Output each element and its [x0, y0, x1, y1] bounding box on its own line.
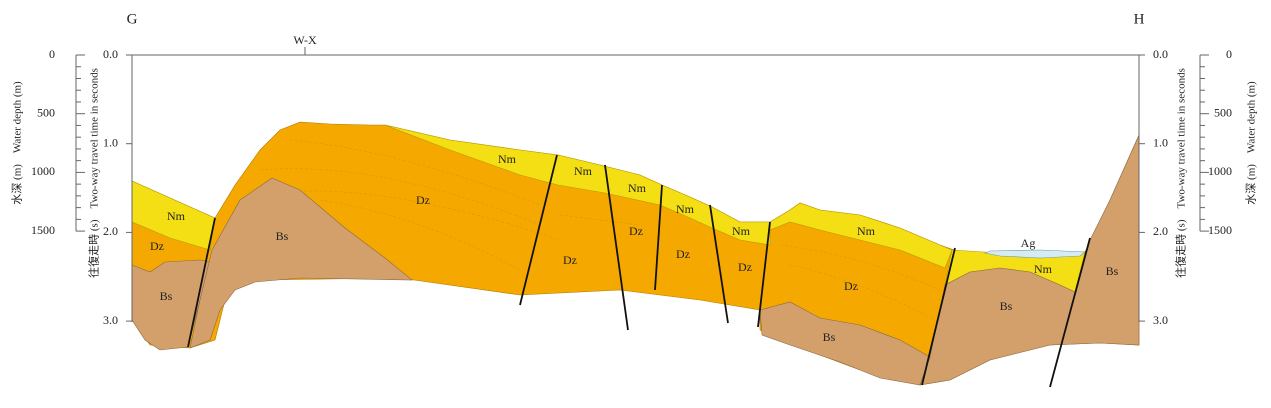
- frame: [131, 47, 1140, 322]
- tick-label: 3.0: [103, 313, 118, 327]
- unit-label: Ag: [1021, 236, 1036, 250]
- bs-unit: [131, 134, 1140, 386]
- unit-label: Bs: [160, 289, 173, 303]
- axis-title: 水深 (m) Water depth (m): [11, 81, 24, 205]
- axis-title: 水深 (m) Water depth (m): [1245, 81, 1258, 205]
- unit-label: Nm: [574, 164, 593, 178]
- unit-label: Dz: [844, 279, 858, 293]
- unit-labels: Nm Dz Bs Bs Dz Nm Nm Dz Nm Dz Nm Dz Nm D…: [150, 152, 1119, 344]
- nm-unit: [131, 124, 1086, 293]
- unit-label: Dz: [563, 253, 577, 267]
- unit-label: Bs: [823, 330, 836, 344]
- tick-label: 0.0: [103, 47, 118, 61]
- tick-label: 1000: [1208, 164, 1232, 178]
- axis-title: 往復走時 (s) Two-way travel time in seconds: [1174, 68, 1188, 278]
- unit-label: Dz: [416, 193, 430, 207]
- tick-label: 1.0: [103, 135, 118, 149]
- unit-label: Dz: [150, 239, 164, 253]
- tick-label: 1500: [1208, 223, 1232, 237]
- tick-label: 2.0: [103, 224, 118, 238]
- tick-label: 2.0: [1153, 224, 1168, 238]
- unit-label: Bs: [1000, 299, 1013, 313]
- end-label: H: [1134, 11, 1145, 27]
- tick-label: 0: [49, 47, 55, 61]
- unit-label: Nm: [676, 202, 695, 216]
- well-label: W-X: [293, 33, 317, 47]
- end-label: G: [127, 11, 138, 27]
- tick-label: 1500: [31, 223, 55, 237]
- tick-label: 1.0: [1153, 135, 1168, 149]
- ag-unit: [983, 249, 1086, 259]
- tick-label: 3.0: [1153, 313, 1168, 327]
- unit-label: Dz: [629, 224, 643, 238]
- unit-label: Nm: [732, 224, 751, 238]
- unit-label: Nm: [628, 181, 647, 195]
- unit-label: Nm: [498, 152, 517, 166]
- unit-label: Nm: [1034, 262, 1053, 276]
- tick-label: 500: [1214, 105, 1232, 119]
- tick-label: 0: [1226, 47, 1232, 61]
- unit-label: Nm: [167, 209, 186, 223]
- unit-label: Dz: [676, 247, 690, 261]
- tick-label: 0.0: [1153, 47, 1168, 61]
- axis-title: 往復走時 (s) Two-way travel time in seconds: [87, 68, 101, 278]
- unit-label: Bs: [1106, 264, 1119, 278]
- faults: [187, 154, 1091, 388]
- tick-label: 500: [37, 105, 55, 119]
- unit-label: Bs: [276, 229, 289, 243]
- unit-label: Nm: [857, 224, 876, 238]
- unit-label: Dz: [738, 260, 752, 274]
- tick-label: 1000: [31, 164, 55, 178]
